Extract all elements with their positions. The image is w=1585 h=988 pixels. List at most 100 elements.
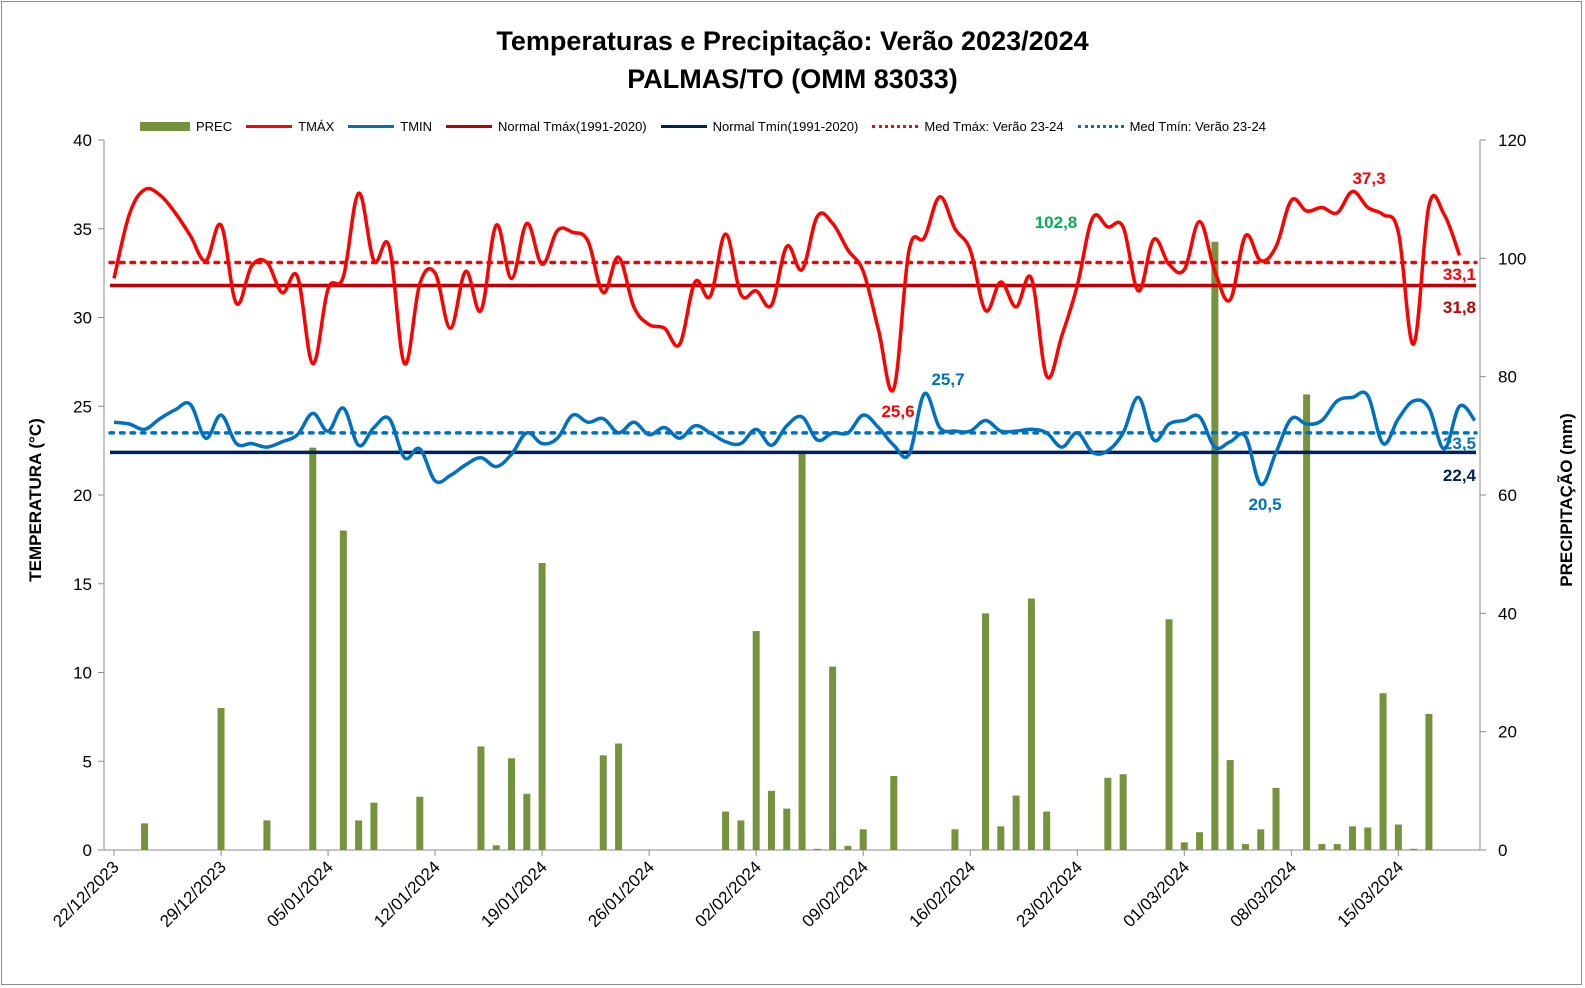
y-tick-label-left: 35	[73, 220, 92, 239]
prec-bar	[1180, 842, 1188, 850]
prec-bar	[813, 848, 821, 850]
legend-item: Med Tmáx: Verão 23-24	[872, 118, 1064, 134]
y-tick-label-right: 20	[1498, 723, 1517, 742]
y-tick-label-left: 30	[73, 309, 92, 328]
prec-bar	[1119, 774, 1127, 850]
y-tick-label-left: 20	[73, 486, 92, 505]
prec-bar	[492, 845, 500, 850]
prec-bar	[370, 802, 378, 850]
legend-label: TMIN	[400, 118, 433, 134]
x-tick-label: 16/02/2024	[905, 857, 979, 931]
data-label: 31,8	[1443, 298, 1476, 317]
prec-bar	[890, 776, 898, 850]
prec-bar	[737, 820, 745, 850]
prec-bar	[1165, 619, 1173, 850]
prec-bar	[1318, 844, 1326, 850]
prec-bar	[1104, 777, 1112, 850]
prec-bar	[1196, 832, 1204, 850]
legend-label: TMÁX	[298, 118, 335, 134]
data-label: 102,8	[1035, 213, 1078, 232]
legend-item: TMIN	[348, 119, 432, 134]
data-label: 20,5	[1248, 495, 1281, 514]
prec-bar	[859, 829, 867, 850]
prec-bar	[1257, 829, 1265, 850]
legend-swatch	[348, 124, 395, 128]
legend-swatch	[660, 124, 707, 128]
prec-bar	[416, 796, 424, 850]
prec-bar	[1226, 760, 1234, 850]
prec-bar	[752, 631, 760, 850]
data-label: 22,4	[1443, 466, 1477, 485]
legend-swatch	[140, 121, 190, 131]
data-label: 37,3	[1352, 169, 1385, 188]
legend-label: Med Tmín: Verão 23-24	[1129, 118, 1266, 134]
legend-item: PREC	[140, 119, 232, 134]
prec-bar	[1394, 824, 1402, 850]
prec-bar	[1272, 787, 1280, 850]
data-label: 25,7	[931, 370, 964, 389]
y-tick-label-right: 40	[1498, 604, 1517, 623]
legend-label: Normal Tmáx(1991-2020)	[498, 118, 647, 134]
prec-bar	[982, 613, 990, 850]
prec-bar	[615, 743, 623, 850]
y-tick-label-left: 5	[83, 752, 92, 771]
x-tick-label: 08/03/2024	[1227, 857, 1301, 931]
data-label: 25,6	[881, 402, 914, 421]
legend-label: Normal Tmín(1991-2020)	[712, 118, 859, 134]
legend-label: PREC	[196, 118, 233, 134]
prec-bar	[829, 666, 837, 850]
chart-title: Temperaturas e Precipitação: Verão 2023/…	[0, 22, 1585, 98]
x-tick-label: 19/01/2024	[477, 857, 551, 931]
prec-bar	[538, 563, 546, 850]
x-tick-label: 12/01/2024	[370, 857, 444, 931]
y-tick-label-right: 60	[1498, 486, 1517, 505]
prec-bar	[1333, 844, 1341, 850]
prec-bar	[1241, 844, 1249, 850]
legend-label: Med Tmáx: Verão 23-24	[924, 118, 1064, 134]
x-tick-label: 05/01/2024	[263, 857, 337, 931]
prec-bar	[508, 758, 516, 850]
prec-bar	[217, 708, 225, 850]
x-tick-label: 29/12/2023	[156, 857, 230, 931]
x-tick-label: 15/03/2024	[1334, 857, 1408, 931]
prec-bar	[798, 453, 806, 850]
prec-bar	[1303, 394, 1311, 850]
prec-bar	[1425, 713, 1433, 850]
prec-bar	[783, 808, 791, 850]
y-tick-label-right: 120	[1498, 131, 1526, 150]
y-tick-label-left: 0	[83, 841, 92, 860]
prec-bar	[263, 820, 271, 850]
tmax-line	[112, 186, 1462, 393]
prec-bar	[1410, 848, 1418, 850]
legend-item: Normal Tmín(1991-2020)	[660, 118, 859, 134]
prec-bar	[599, 755, 607, 850]
data-label: 23,5	[1443, 434, 1476, 453]
prec-bar	[1211, 241, 1219, 850]
y-tick-label-right: 100	[1498, 249, 1526, 268]
prec-bar	[1379, 693, 1387, 850]
legend-item: Normal Tmáx(1991-2020)	[446, 119, 647, 134]
x-tick-label: 01/03/2024	[1120, 857, 1194, 931]
chart-title-line2: PALMAS/TO (OMM 83033)	[627, 64, 958, 94]
x-tick-label: 02/02/2024	[691, 857, 765, 931]
prec-bar	[997, 826, 1005, 850]
y-tick-label-left: 10	[73, 664, 92, 683]
legend-item: TMÁX	[246, 119, 334, 134]
x-tick-label: 23/02/2024	[1012, 857, 1086, 931]
x-tick-label: 26/01/2024	[584, 857, 658, 931]
legend-swatch	[872, 124, 919, 128]
y-tick-label-right: 0	[1498, 841, 1507, 860]
x-tick-label: 22/12/2023	[49, 857, 123, 931]
prec-bar	[1348, 826, 1356, 850]
prec-bar	[844, 845, 852, 850]
prec-bar	[722, 811, 730, 850]
legend-swatch	[1077, 124, 1124, 128]
legend-swatch	[446, 124, 493, 128]
y-tick-label-left: 25	[73, 397, 92, 416]
prec-bar	[1027, 598, 1035, 850]
prec-bar	[141, 823, 149, 850]
prec-bar	[309, 447, 317, 850]
prec-bar	[1364, 827, 1372, 850]
